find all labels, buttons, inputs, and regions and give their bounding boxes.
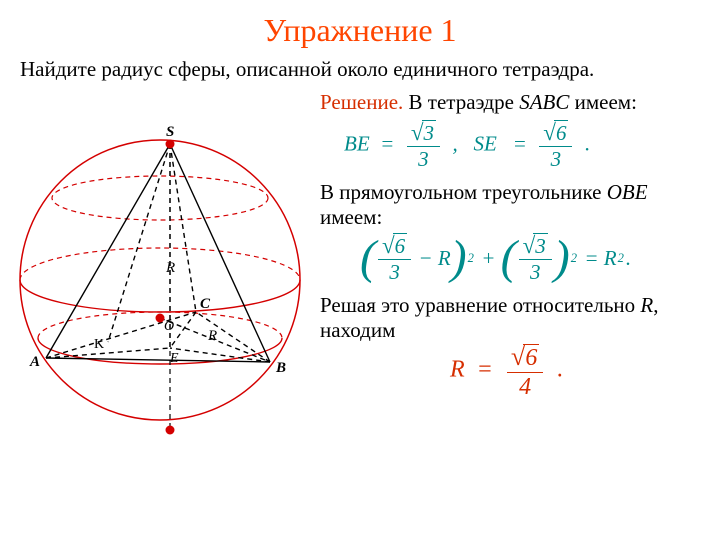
- t1-den: 3: [378, 260, 411, 283]
- solving-var: R: [640, 293, 653, 317]
- triangle-suffix: имеем:: [320, 205, 382, 229]
- t2-den: 3: [519, 260, 552, 283]
- diagram-column: S A B C O E K R R: [0, 90, 320, 450]
- task-text: Найдите радиус сферы, описанной около ед…: [20, 57, 700, 82]
- t1-num: 6: [393, 233, 408, 258]
- final-num: 6: [523, 344, 539, 371]
- be-frac: √3 3: [407, 121, 440, 170]
- se-frac: √6 3: [539, 121, 572, 170]
- se-den: 3: [539, 147, 572, 170]
- exercise-title: Упражнение 1: [0, 12, 720, 49]
- be-den: 3: [407, 147, 440, 170]
- eq-rhs: R: [604, 246, 617, 271]
- svg-text:C: C: [200, 296, 211, 312]
- solution-label: Решение.: [320, 90, 403, 114]
- svg-text:S: S: [166, 124, 174, 140]
- se-lhs: SE: [474, 131, 497, 155]
- main-equation: ( √6 3 − R ) 2 + ( √3 3 ) 2 = R2.: [360, 234, 708, 283]
- svg-text:A: A: [29, 354, 40, 370]
- be-lhs: BE: [344, 131, 370, 155]
- intro-var: SABC: [519, 90, 569, 114]
- be-se-equation: BE = √3 3 , SE = √6 3 .: [344, 121, 708, 170]
- term1-paren: ( √6 3 − R ): [360, 234, 467, 283]
- svg-text:O: O: [164, 319, 174, 334]
- intro-suffix: имеем:: [569, 90, 637, 114]
- solution-intro: Решение. В тетраэдре SABC имеем:: [320, 90, 708, 115]
- se-num: 6: [554, 120, 569, 145]
- solving-text: Решая это уравнение относительно R, нахо…: [320, 293, 708, 343]
- final-den: 4: [507, 373, 543, 399]
- final-lhs: R: [450, 357, 465, 383]
- solving-prefix: Решая это уравнение относительно: [320, 293, 640, 317]
- triangle-prefix: В прямоугольном треугольнике: [320, 180, 607, 204]
- svg-text:E: E: [169, 351, 179, 366]
- solution-column: Решение. В тетраэдре SABC имеем: BE = √3…: [320, 90, 720, 450]
- be-num: 3: [422, 120, 437, 145]
- t1-minus: R: [438, 246, 451, 271]
- intro-prefix: В тетраэдре: [403, 90, 519, 114]
- svg-text:R: R: [207, 328, 217, 344]
- triangle-var: OBE: [607, 180, 648, 204]
- term2-paren: ( √3 3 ): [501, 234, 570, 283]
- svg-text:K: K: [94, 337, 104, 352]
- tetrahedron-diagram: S A B C O E K R R: [0, 90, 320, 450]
- svg-text:R: R: [165, 260, 175, 276]
- final-answer: R = √6 4 .: [450, 343, 708, 399]
- t2-num: 3: [533, 233, 548, 258]
- svg-text:B: B: [275, 360, 286, 376]
- content-area: SABCOEKRR Решение. В тетраэдре SABC имее…: [0, 90, 720, 450]
- triangle-text: В прямоугольном треугольнике OBE имеем:: [320, 180, 708, 230]
